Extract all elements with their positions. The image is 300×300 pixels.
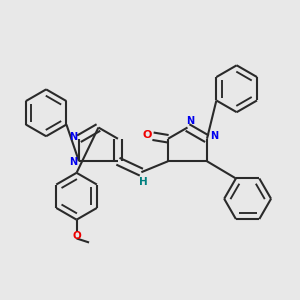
Text: N: N	[210, 130, 218, 141]
Text: H: H	[140, 177, 148, 187]
Text: N: N	[69, 132, 77, 142]
Text: O: O	[143, 130, 152, 140]
Text: N: N	[187, 116, 195, 126]
Text: O: O	[72, 231, 81, 241]
Text: N: N	[69, 157, 77, 167]
